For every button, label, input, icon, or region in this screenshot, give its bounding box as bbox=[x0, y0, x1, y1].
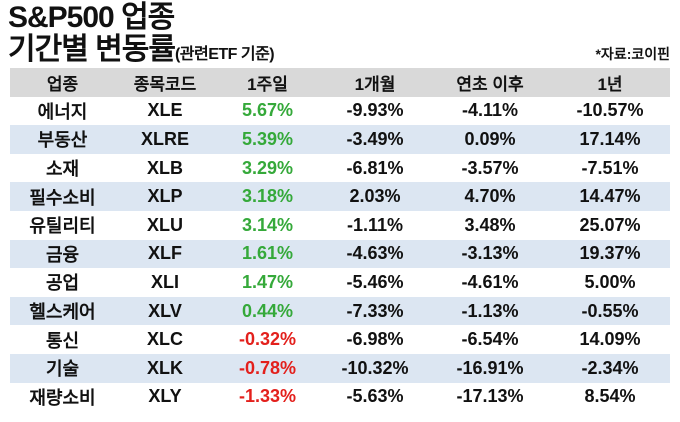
table-cell: 5.39% bbox=[215, 125, 320, 154]
table-cell: 5.67% bbox=[241, 100, 294, 121]
table-cell: -4.63% bbox=[320, 239, 430, 269]
table-cell: 소재 bbox=[45, 159, 80, 180]
table-cell: 부동산 bbox=[10, 125, 115, 154]
table-cell: -4.61% bbox=[461, 271, 519, 292]
column-header: 1년 bbox=[550, 68, 670, 97]
table-row: 필수소비 XLP 3.18% 2.03% 4.70% 14.47% bbox=[10, 182, 670, 211]
table-cell: -6.81% bbox=[346, 157, 404, 178]
table-cell: 3.14% bbox=[241, 214, 294, 235]
table-row: 재량소비 XLY -1.33% -5.63% -17.13% 8.54% bbox=[10, 383, 670, 412]
table-cell: 5.00% bbox=[584, 271, 636, 292]
table-cell: 유틸리티 bbox=[29, 216, 96, 237]
table-cell: 헬스케어 bbox=[10, 296, 115, 326]
table-cell: 17.14% bbox=[550, 125, 670, 154]
table-cell: XLP bbox=[115, 182, 215, 211]
table-cell: 0.09% bbox=[430, 125, 550, 154]
table-row: 기술 XLK -0.78% -10.32% -16.91% -2.34% bbox=[10, 353, 670, 383]
table-cell: XLK bbox=[115, 353, 215, 383]
column-header: 1개월 bbox=[320, 68, 430, 97]
table-cell: 0.44% bbox=[215, 296, 320, 326]
table-cell: XLV bbox=[115, 296, 215, 326]
column-header: 업종 bbox=[10, 68, 115, 97]
table-cell: -0.32% bbox=[238, 329, 297, 350]
table-row: 에너지 XLE 5.67% -9.93% -4.11% -10.57% bbox=[10, 97, 670, 126]
table-row: 공업 XLI 1.47% -5.46% -4.61% 5.00% bbox=[10, 268, 670, 297]
table-cell: 14.09% bbox=[579, 329, 641, 350]
table-cell: -0.55% bbox=[550, 296, 670, 326]
table-row: 금융 XLF 1.61% -4.63% -3.13% 19.37% bbox=[10, 239, 670, 269]
column-header: 종목코드 bbox=[115, 68, 215, 97]
table-cell: -2.34% bbox=[550, 353, 670, 383]
table-row: 헬스케어 XLV 0.44% -7.33% -1.13% -0.55% bbox=[10, 296, 670, 326]
column-header: 연초 이후 bbox=[430, 68, 550, 97]
table-cell: -16.91% bbox=[430, 353, 550, 383]
table-cell: -9.93% bbox=[346, 100, 404, 121]
header-row: 업종 종목코드 1주일 1개월 연초 이후 1년 bbox=[10, 68, 670, 97]
table-cell: -7.51% bbox=[581, 157, 639, 178]
table-cell: -0.78% bbox=[215, 353, 320, 383]
table-cell: 1.47% bbox=[241, 271, 294, 292]
table-cell: 2.03% bbox=[320, 182, 430, 211]
table-cell: 필수소비 bbox=[10, 182, 115, 211]
table-cell: 8.54% bbox=[584, 386, 636, 407]
table-cell: XLE bbox=[147, 100, 183, 121]
column-header: 1주일 bbox=[215, 68, 320, 97]
table-cell: -6.98% bbox=[346, 329, 404, 350]
title-text: 기간별 변동률 bbox=[8, 33, 176, 66]
source: *자료:코이핀 bbox=[595, 46, 670, 62]
table-cell: -3.13% bbox=[430, 239, 550, 269]
title: S&P500 업종 bbox=[8, 1, 175, 34]
table-cell: XLF bbox=[115, 239, 215, 269]
title: 기간별 변동률(관련ETF 기준) bbox=[8, 33, 275, 71]
table-row: 유틸리티 XLU 3.14% -1.11% 3.48% 25.07% bbox=[10, 211, 670, 240]
table-cell: -7.33% bbox=[320, 296, 430, 326]
table-cell: -17.13% bbox=[456, 386, 524, 407]
table-row: 통신 XLC -0.32% -6.98% -6.54% 14.09% bbox=[10, 325, 670, 354]
table-cell: -4.11% bbox=[461, 100, 519, 121]
table-cell: -10.32% bbox=[320, 353, 430, 383]
table-cell: -5.46% bbox=[346, 271, 404, 292]
table-cell: XLB bbox=[147, 157, 183, 178]
table-cell: -10.57% bbox=[576, 100, 644, 121]
table-cell: 14.47% bbox=[550, 182, 670, 211]
table-row: 부동산 XLRE 5.39% -3.49% 0.09% 17.14% bbox=[10, 125, 670, 154]
table-cell: -1.11% bbox=[346, 214, 404, 235]
table-cell: 에너지 bbox=[37, 101, 88, 122]
table-cell: -1.13% bbox=[430, 296, 550, 326]
table-cell: 3.18% bbox=[215, 182, 320, 211]
table-cell: -3.49% bbox=[320, 125, 430, 154]
table-cell: 3.48% bbox=[464, 214, 516, 235]
table-cell: XLC bbox=[147, 329, 183, 350]
table-cell: 통신 bbox=[45, 330, 80, 351]
table-cell: 19.37% bbox=[550, 239, 670, 269]
table-row: 소재 XLB 3.29% -6.81% -3.57% -7.51% bbox=[10, 154, 670, 183]
table-cell: -5.63% bbox=[346, 386, 404, 407]
table-cell: -3.57% bbox=[461, 157, 519, 178]
table-cell: XLI bbox=[150, 271, 179, 292]
table: 업종 종목코드 1주일 1개월 연초 이후 1년 에너지 XLE 5.67% -9.93% -4.… bbox=[10, 68, 670, 411]
table-cell: 기술 bbox=[10, 353, 115, 383]
title-note: (관련ETF 기준) bbox=[174, 46, 275, 63]
table-cell: -6.54% bbox=[461, 329, 519, 350]
table-cell: 25.07% bbox=[579, 214, 641, 235]
table-cell: -1.33% bbox=[238, 386, 297, 407]
table-cell: XLRE bbox=[115, 125, 215, 154]
table-cell: 4.70% bbox=[430, 182, 550, 211]
table-cell: 공업 bbox=[45, 273, 80, 294]
table-cell: 금융 bbox=[10, 239, 115, 269]
table-cell: XLY bbox=[148, 386, 182, 407]
table-cell: 1.61% bbox=[215, 239, 320, 269]
table-cell: XLU bbox=[147, 214, 183, 235]
table-cell: 3.29% bbox=[241, 157, 294, 178]
table-cell: 재량소비 bbox=[29, 387, 96, 408]
